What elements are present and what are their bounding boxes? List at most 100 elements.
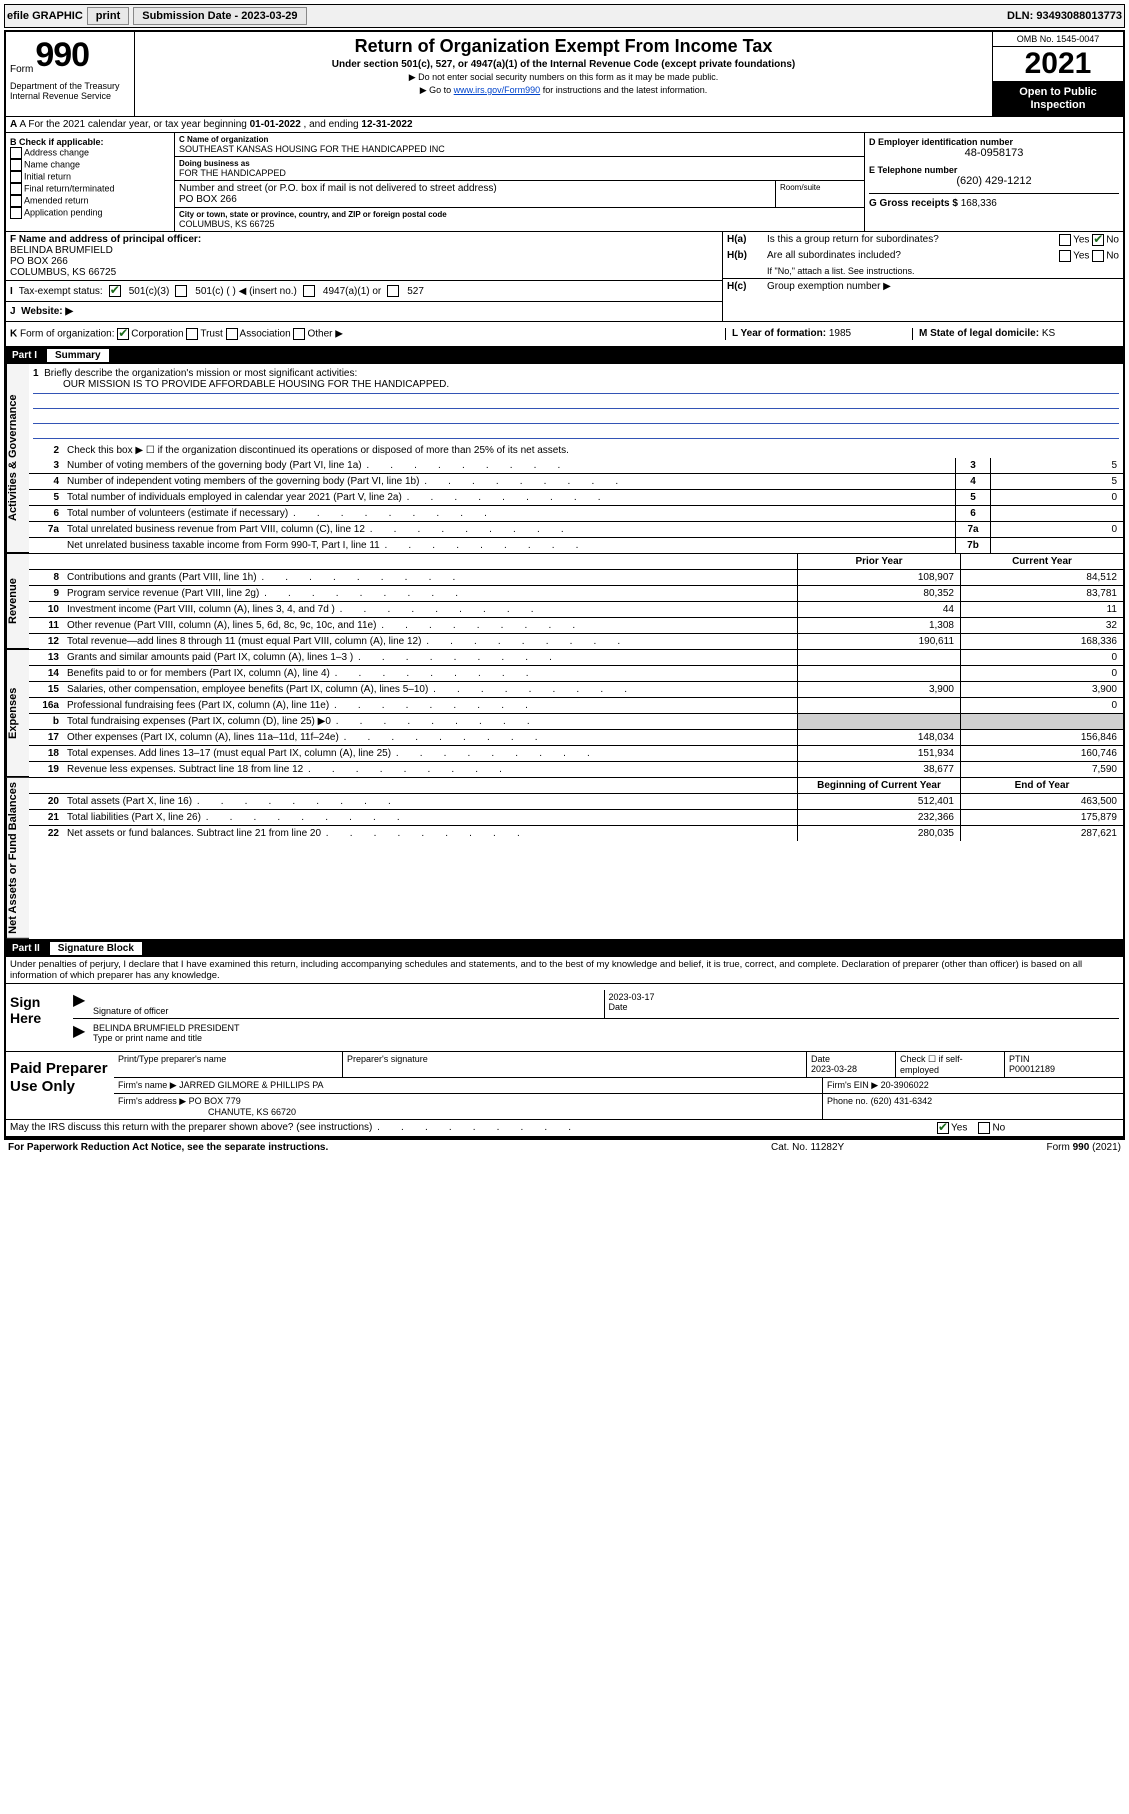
- part-1-header: Part I Summary: [6, 347, 1123, 364]
- row-i-tax-status: I Tax-exempt status: 501(c)(3) 501(c) ( …: [6, 280, 722, 301]
- line-1-mission: 1 Briefly describe the organization's mi…: [29, 364, 1123, 443]
- line-14: 14Benefits paid to or for members (Part …: [29, 666, 1123, 682]
- firm-addr1: PO BOX 779: [189, 1096, 241, 1106]
- firm-ein: 20-3906022: [881, 1080, 929, 1090]
- line-10: 10Investment income (Part VIII, column (…: [29, 602, 1123, 618]
- form-ref: Form 990 (2021): [971, 1142, 1121, 1153]
- line-13: 13Grants and similar amounts paid (Part …: [29, 650, 1123, 666]
- prep-name-header: Print/Type preparer's name: [114, 1052, 343, 1077]
- phone-value: (620) 429-1212: [869, 175, 1119, 187]
- submission-date: Submission Date - 2023-03-29: [133, 7, 306, 25]
- sig-name: BELINDA BRUMFIELD PRESIDENT: [93, 1023, 1115, 1033]
- firm-addr-label: Firm's address ▶: [118, 1096, 186, 1106]
- chk-address-change[interactable]: Address change: [10, 147, 170, 159]
- chk-amended-return[interactable]: Amended return: [10, 195, 170, 207]
- line-9: 9Program service revenue (Part VIII, lin…: [29, 586, 1123, 602]
- chk-501c3[interactable]: [109, 285, 121, 297]
- row-ha: H(a) Is this a group return for subordin…: [723, 232, 1123, 248]
- chk-discuss-no[interactable]: [978, 1122, 990, 1134]
- irs-link[interactable]: www.irs.gov/Form990: [454, 85, 541, 95]
- line-21: 21Total liabilities (Part X, line 26)232…: [29, 810, 1123, 826]
- chk-527[interactable]: [387, 285, 399, 297]
- section-net-assets: Net Assets or Fund Balances Beginning of…: [6, 778, 1123, 940]
- row-f-officer: F Name and address of principal officer:…: [6, 232, 722, 280]
- line-20: 20Total assets (Part X, line 16)512,4014…: [29, 794, 1123, 810]
- form-990-page: Form 990 Department of the Treasury Inte…: [4, 30, 1125, 1139]
- gross-receipts-value: 168,336: [961, 198, 997, 209]
- prep-date: 2023-03-28: [811, 1064, 891, 1074]
- org-name: SOUTHEAST KANSAS HOUSING FOR THE HANDICA…: [179, 144, 860, 154]
- chk-ha-no[interactable]: [1092, 234, 1104, 246]
- efile-label: efile GRAPHIC: [7, 10, 83, 22]
- chk-4947[interactable]: [303, 285, 315, 297]
- paid-preparer-block: Paid Preparer Use Only Print/Type prepar…: [6, 1052, 1123, 1120]
- row-hc: H(c) Group exemption number ▶: [723, 278, 1123, 294]
- gov-line-4: 4Number of independent voting members of…: [29, 474, 1123, 490]
- line-22: 22Net assets or fund balances. Subtract …: [29, 826, 1123, 841]
- mission-text: OUR MISSION IS TO PROVIDE AFFORDABLE HOU…: [33, 379, 1119, 394]
- dba-label: Doing business as: [179, 159, 860, 168]
- line-17: 17Other expenses (Part IX, column (A), l…: [29, 730, 1123, 746]
- sign-here-label: Sign Here: [6, 984, 69, 1051]
- gov-line-7a: 7aTotal unrelated business revenue from …: [29, 522, 1123, 538]
- tab-revenue: Revenue: [6, 554, 29, 649]
- print-button[interactable]: print: [87, 7, 129, 25]
- chk-hb-no[interactable]: [1092, 250, 1104, 262]
- form-title: Return of Organization Exempt From Incom…: [143, 36, 984, 57]
- line-11: 11Other revenue (Part VIII, column (A), …: [29, 618, 1123, 634]
- city-value: COLUMBUS, KS 66725: [179, 219, 860, 229]
- open-to-public: Open to Public Inspection: [993, 82, 1123, 116]
- chk-name-change[interactable]: Name change: [10, 159, 170, 171]
- form-note-link: ▶ Go to www.irs.gov/Form990 for instruct…: [143, 85, 984, 96]
- chk-application-pending[interactable]: Application pending: [10, 207, 170, 219]
- dept-treasury: Department of the Treasury Internal Reve…: [10, 75, 130, 101]
- chk-hb-yes[interactable]: [1059, 250, 1071, 262]
- row-m-state: M State of legal domicile: KS: [912, 328, 1119, 340]
- section-governance: Activities & Governance 1 Briefly descri…: [6, 364, 1123, 554]
- chk-other[interactable]: [293, 328, 305, 340]
- col-d-ein-phone: D Employer identification number 48-0958…: [865, 133, 1123, 231]
- chk-final-return[interactable]: Final return/terminated: [10, 183, 170, 195]
- gross-receipts-label: G Gross receipts $: [869, 198, 958, 209]
- section-revenue: Revenue b Prior Year Current Year 8Contr…: [6, 554, 1123, 650]
- chk-discuss-yes[interactable]: [937, 1122, 949, 1134]
- discuss-line: May the IRS discuss this return with the…: [6, 1120, 1123, 1137]
- firm-addr2: CHANUTE, KS 66720: [118, 1107, 818, 1117]
- line-18: 18Total expenses. Add lines 13–17 (must …: [29, 746, 1123, 762]
- city-label: City or town, state or province, country…: [179, 210, 860, 219]
- section-expenses: Expenses 13Grants and similar amounts pa…: [6, 650, 1123, 778]
- firm-ein-label: Firm's EIN ▶: [827, 1080, 878, 1090]
- chk-trust[interactable]: [186, 328, 198, 340]
- row-j-website: J Website: ▶: [6, 301, 722, 321]
- paid-preparer-label: Paid Preparer Use Only: [6, 1052, 114, 1119]
- gov-line-7b: Net unrelated business taxable income fr…: [29, 538, 1123, 553]
- page-footer: For Paperwork Reduction Act Notice, see …: [4, 1139, 1125, 1155]
- row-hb-note: If "No," attach a list. See instructions…: [723, 264, 1123, 278]
- firm-phone: (620) 431-6342: [871, 1096, 933, 1106]
- officer-addr1: PO BOX 266: [10, 256, 718, 267]
- line-16a: 16aProfessional fundraising fees (Part I…: [29, 698, 1123, 714]
- chk-corporation[interactable]: [117, 328, 129, 340]
- chk-association[interactable]: [226, 328, 238, 340]
- row-a-tax-year: A A For the 2021 calendar year, or tax y…: [6, 117, 1123, 133]
- sig-arrow-icon: ▶: [73, 990, 89, 1018]
- room-suite-label: Room/suite: [776, 181, 864, 207]
- form-subtitle: Under section 501(c), 527, or 4947(a)(1)…: [143, 59, 984, 70]
- firm-name-label: Firm's name ▶: [118, 1080, 177, 1090]
- form-word: Form: [10, 64, 33, 75]
- tab-governance: Activities & Governance: [6, 364, 29, 553]
- col-b-checkboxes: B Check if applicable: Address change Na…: [6, 133, 175, 231]
- line-8: 8Contributions and grants (Part VIII, li…: [29, 570, 1123, 586]
- chk-initial-return[interactable]: Initial return: [10, 171, 170, 183]
- officer-name: BELINDA BRUMFIELD: [10, 245, 718, 256]
- part-2-header: Part II Signature Block: [6, 940, 1123, 957]
- org-name-label: C Name of organization: [179, 135, 860, 144]
- line-b: bTotal fundraising expenses (Part IX, co…: [29, 714, 1123, 730]
- col-b-header: B Check if applicable:: [10, 137, 170, 147]
- chk-ha-yes[interactable]: [1059, 234, 1071, 246]
- chk-501c[interactable]: [175, 285, 187, 297]
- row-k-form-org: K Form of organization: Corporation Trus…: [6, 322, 1123, 347]
- officer-addr2: COLUMBUS, KS 66725: [10, 267, 718, 278]
- revenue-header: b Prior Year Current Year: [29, 554, 1123, 570]
- line-12: 12Total revenue—add lines 8 through 11 (…: [29, 634, 1123, 649]
